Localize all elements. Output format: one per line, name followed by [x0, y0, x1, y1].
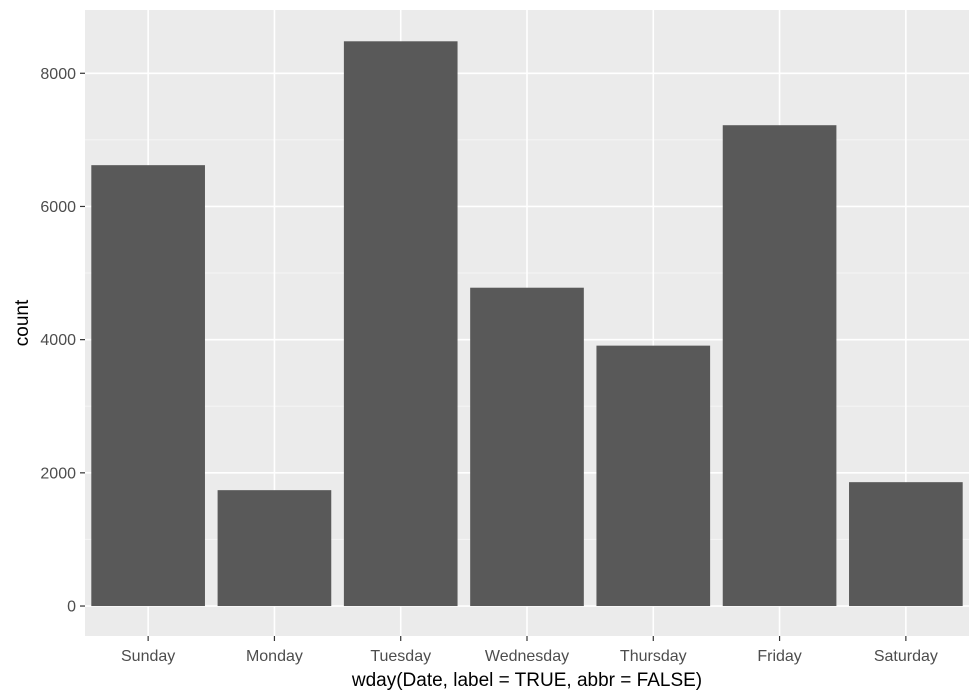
- y-tick-label: 6000: [40, 199, 76, 216]
- bar-monday: [217, 490, 332, 607]
- x-tick-label-monday: Monday: [246, 648, 303, 665]
- y-axis-title: count: [12, 299, 33, 346]
- axis-ticks: [80, 72, 907, 641]
- tick-labels: 0 2000 4000 6000 8000 Sunday Monday Tuesday Wedn…: [40, 66, 937, 665]
- x-tick-label-wednesday: Wednesday: [485, 648, 569, 665]
- bar-saturday: [849, 482, 963, 607]
- x-tick-label-thursday: Thursday: [620, 648, 687, 665]
- bars: [91, 41, 963, 607]
- y-tick-label: 0: [67, 599, 76, 616]
- x-tick-label-friday: Friday: [757, 648, 801, 665]
- y-tick-label: 4000: [40, 332, 76, 349]
- y-tick-label: 2000: [40, 465, 76, 482]
- y-tick-label: 8000: [40, 66, 76, 83]
- x-tick-label-sunday: Sunday: [121, 648, 175, 665]
- bar-sunday: [91, 165, 205, 607]
- bar-wednesday: [470, 287, 584, 607]
- bar-thursday: [596, 345, 711, 607]
- x-tick-label-saturday: Saturday: [874, 648, 938, 665]
- x-axis-title: wday(Date, label = TRUE, abbr = FALSE): [351, 670, 702, 691]
- x-tick-label-tuesday: Tuesday: [370, 648, 431, 665]
- bar-friday: [722, 125, 837, 607]
- bar-tuesday: [343, 41, 458, 607]
